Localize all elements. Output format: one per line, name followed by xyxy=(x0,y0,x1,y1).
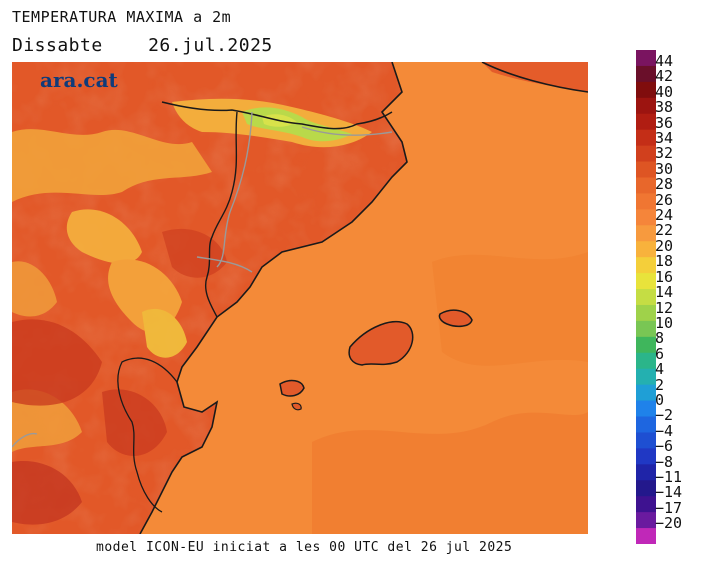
ibiza-island xyxy=(279,379,305,397)
scale-swatch xyxy=(636,289,656,306)
regional-border-south xyxy=(117,357,178,513)
scale-label: 12 xyxy=(655,298,674,317)
scale-swatch xyxy=(636,129,656,147)
scale-swatch xyxy=(636,480,656,497)
scale-label: 42 xyxy=(655,67,674,86)
color-scale-labels: 44 42 40 38 36 34 32 30 28 26 24 22 20 18 16 14 12 10 8 6 4 2… xyxy=(655,52,683,533)
hot-zones xyxy=(12,228,227,525)
scale-swatch xyxy=(636,177,656,194)
regional-border xyxy=(205,111,238,318)
scale-label: 18 xyxy=(655,252,674,271)
scale-label: −4 xyxy=(655,421,674,440)
scale-swatch xyxy=(636,448,656,465)
scale-label: 36 xyxy=(655,113,674,132)
scale-swatch xyxy=(636,257,656,274)
scale-swatch xyxy=(636,161,656,178)
coastline-north xyxy=(481,62,588,93)
scale-swatch xyxy=(636,113,656,131)
day-label: Dissabte xyxy=(12,35,103,56)
scale-swatch xyxy=(636,273,656,290)
scale-swatch xyxy=(636,496,656,513)
scale-swatch xyxy=(636,464,656,481)
scale-swatch xyxy=(636,400,656,418)
scale-swatch xyxy=(636,512,656,529)
date-label: 26.jul.2025 xyxy=(148,35,273,56)
scale-swatch xyxy=(636,528,656,544)
scale-label: 44 xyxy=(655,52,674,70)
color-scale-bar xyxy=(636,50,656,544)
scale-label: −8 xyxy=(655,452,674,471)
scale-label: 34 xyxy=(655,129,674,148)
scale-label: 14 xyxy=(655,283,674,302)
scale-label: 26 xyxy=(655,190,674,209)
mallorca-island xyxy=(348,321,414,366)
brand-logo: ara.cat xyxy=(40,68,119,92)
scale-swatch xyxy=(636,304,656,322)
scale-label: 8 xyxy=(655,329,665,348)
scale-label: 16 xyxy=(655,267,674,286)
temperature-map: ara.cat xyxy=(12,62,588,534)
scale-swatch xyxy=(636,225,656,242)
scale-label: −17 xyxy=(655,498,683,517)
scale-label: −20 xyxy=(655,514,683,533)
map-subtitle: Dissabte 26.jul.2025 xyxy=(12,35,273,56)
scale-label: 4 xyxy=(655,360,665,379)
scale-label: 38 xyxy=(655,98,674,117)
scale-swatch xyxy=(636,432,656,449)
scale-swatch xyxy=(636,320,656,338)
scale-label: 32 xyxy=(655,144,674,163)
scale-label: −2 xyxy=(655,406,674,425)
scale-swatch xyxy=(636,65,656,83)
sea-warm-band-east xyxy=(432,252,588,366)
scale-label: 0 xyxy=(655,390,665,409)
land-area-north xyxy=(482,62,588,92)
scale-label: −14 xyxy=(655,483,683,502)
scale-label: 20 xyxy=(655,236,674,255)
scale-swatch xyxy=(636,384,656,402)
scale-swatch xyxy=(636,50,656,67)
scale-swatch xyxy=(636,97,656,115)
scale-label: 22 xyxy=(655,221,674,240)
scale-label: 40 xyxy=(655,82,674,101)
scale-swatch xyxy=(636,145,656,163)
scale-swatch xyxy=(636,368,656,386)
map-title: TEMPERATURA MAXIMA a 2m xyxy=(12,8,232,26)
scale-label: 30 xyxy=(655,159,674,178)
scale-label: −11 xyxy=(655,467,683,486)
scale-swatch xyxy=(636,336,656,354)
scale-swatch xyxy=(636,193,656,210)
scale-label: 10 xyxy=(655,313,674,332)
scale-label: 24 xyxy=(655,206,674,225)
scale-label: 6 xyxy=(655,344,665,363)
menorca-island xyxy=(438,309,473,328)
scale-label: 28 xyxy=(655,175,674,194)
scale-swatch xyxy=(636,416,656,433)
scale-label: 2 xyxy=(655,375,665,394)
model-info: model ICON-EU iniciat a les 00 UTC del 2… xyxy=(96,540,513,555)
sea-warm-band xyxy=(312,412,588,534)
province-borders xyxy=(12,111,393,448)
national-border xyxy=(161,101,393,130)
scale-label: −6 xyxy=(655,437,674,456)
scale-swatch xyxy=(636,81,656,99)
scale-swatch xyxy=(636,241,656,258)
scale-swatch xyxy=(636,209,656,226)
scale-swatch xyxy=(636,352,656,370)
formentera-island xyxy=(291,402,302,411)
